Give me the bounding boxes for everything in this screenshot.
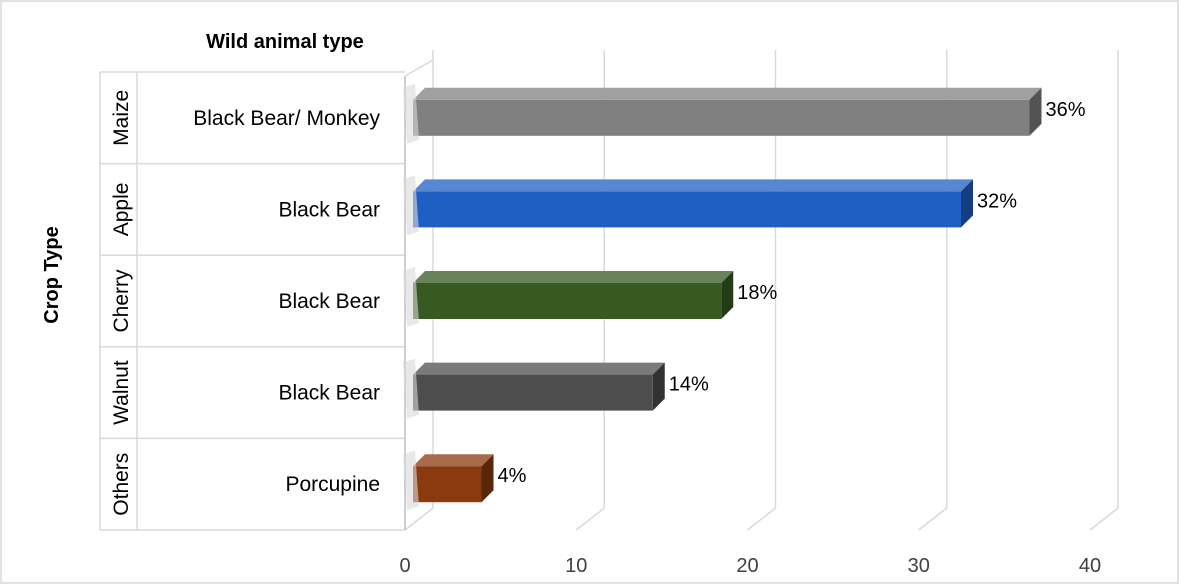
bar-base-shadow: [403, 83, 419, 144]
category-label: Black Bear: [278, 198, 380, 221]
floor-gridline: [1089, 507, 1119, 531]
bar-top-face: [413, 87, 1042, 100]
bar-end-face: [961, 179, 973, 228]
bar-top-face: [413, 362, 665, 375]
category-label: Black Bear: [278, 290, 380, 313]
floor-gridline: [404, 507, 434, 531]
x-axis-title: Wild animal type: [206, 31, 364, 53]
bar-end-face: [721, 271, 734, 319]
x-tick-label: 40: [1079, 555, 1101, 577]
bar-front-face: [413, 283, 722, 319]
data-label: 36%: [1046, 99, 1086, 121]
floor-gridline: [918, 507, 948, 531]
data-label: 14%: [669, 374, 709, 396]
bar-end-face: [652, 362, 665, 411]
bar-front-face: [413, 191, 961, 228]
x-tick-label: 0: [399, 555, 410, 577]
category-label: Porcupine: [285, 473, 380, 496]
data-label: 32%: [977, 190, 1017, 212]
group-label: Cherry: [110, 269, 133, 333]
bar-apple: [403, 175, 973, 236]
floor-gridline: [747, 507, 776, 531]
x-tick-label: 20: [736, 555, 758, 577]
bar-base-shadow: [403, 267, 419, 327]
group-label: Others: [110, 453, 133, 516]
x-tick-label: 10: [565, 555, 587, 577]
bar-front-face: [413, 99, 1030, 136]
bar-front-face: [413, 374, 653, 411]
bar-front-face: [413, 466, 482, 503]
floor-gridline: [575, 507, 605, 531]
bar-top-face: [413, 271, 734, 283]
bar-end-face: [1029, 87, 1042, 136]
x-tick-label: 30: [908, 555, 930, 577]
bar-maize: [403, 83, 1042, 144]
bar-base-shadow: [403, 450, 419, 511]
group-label: Apple: [110, 183, 133, 237]
bar-end-face: [481, 454, 494, 503]
group-label: Walnut: [110, 360, 133, 425]
category-label: Black Bear/ Monkey: [193, 107, 380, 130]
group-label: Maize: [110, 90, 133, 146]
bar-walnut: [403, 358, 665, 419]
bar-base-shadow: [403, 175, 419, 236]
bar-top-face: [413, 179, 973, 192]
bar-others: [403, 450, 494, 511]
category-label: Black Bear: [278, 382, 380, 405]
data-label: 18%: [737, 282, 777, 304]
bar-cherry: [403, 267, 734, 327]
data-label: 4%: [498, 465, 527, 487]
bar-top-face: [413, 454, 494, 467]
y-axis-title: Crop Type: [41, 226, 63, 323]
axis-wall-top: [404, 59, 434, 77]
bar-base-shadow: [403, 358, 419, 419]
